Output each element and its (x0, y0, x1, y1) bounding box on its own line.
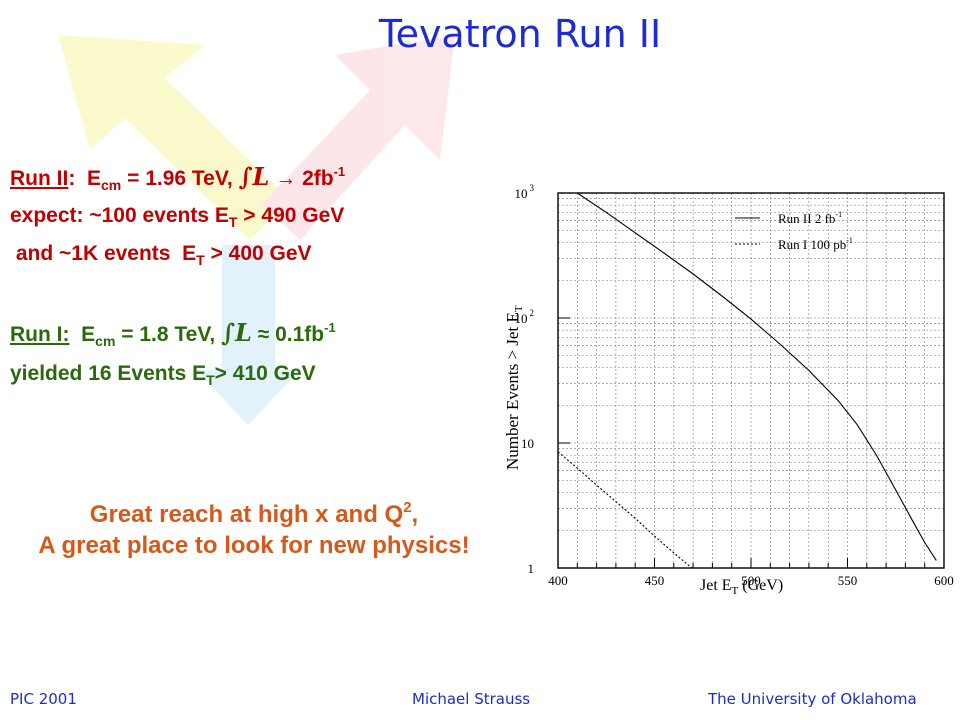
pink-arrow (262, 35, 455, 240)
approx-symbol: ≈ (257, 323, 270, 346)
x-tick-label: 600 (934, 573, 954, 588)
run2-ecm-line: Run II: Ecm = 1.96 TeV, ∫L → 2fb-1 (10, 162, 346, 193)
footer-left: PIC 2001 (10, 690, 77, 708)
great-reach-text: Great reach at high x and Q2, A great pl… (38, 499, 470, 559)
legend-run2-label: Run II 2 fb-1 (778, 210, 842, 226)
legend-run1-label: Run I 100 pb-1 (778, 236, 853, 252)
run1-yield-line: yielded 16 Events ET> 410 GeV (10, 362, 316, 388)
run2-expect-line: expect: ~100 events ET > 490 GeV (10, 204, 345, 230)
y-tick-label: 1 (528, 561, 535, 576)
chart-grid (558, 193, 944, 568)
y-axis-label: Number Events > Jet ET (503, 305, 525, 470)
y-tick-label: 10 (521, 436, 534, 451)
integral-L-symbol: ∫L (221, 318, 252, 347)
footer-right: The University of Oklahoma (708, 690, 917, 708)
x-tick-label: 550 (838, 573, 858, 588)
arrow-symbol: → (275, 167, 297, 190)
blue-arrow (196, 245, 300, 425)
yellow-arrow (58, 35, 290, 240)
run1-ecm-line: Run I: Ecm = 1.8 TeV, ∫L ≈ 0.1fb-1 (10, 318, 336, 349)
run2-and-line: and ~1K events ET > 400 GeV (10, 242, 312, 268)
x-tick-label: 450 (645, 573, 665, 588)
x-tick-label: 500 (741, 573, 761, 588)
page-title: Tevatron Run II (378, 12, 662, 56)
integral-L-symbol: ∫L (238, 162, 270, 191)
x-tick-label: 400 (548, 573, 568, 588)
series-line-run2 (576, 193, 937, 561)
chart-legend: Run II 2 fb-1 Run I 100 pb-1 (735, 210, 853, 252)
run1-label: Run I: (10, 323, 70, 346)
footer-center: Michael Strauss (412, 690, 531, 708)
y-tick-label: 10 3 (515, 183, 535, 201)
series-line-run1 (558, 451, 693, 568)
run2-label: Run II (10, 167, 69, 190)
x-axis-label: Jet ET (GeV) (700, 577, 783, 597)
chart-curves (558, 193, 937, 568)
